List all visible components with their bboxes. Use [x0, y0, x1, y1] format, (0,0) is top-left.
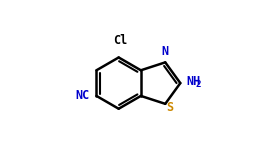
Text: NH: NH [186, 75, 201, 88]
Text: 2: 2 [196, 80, 201, 89]
Text: N: N [161, 45, 168, 58]
Text: S: S [167, 101, 174, 114]
Text: NC: NC [76, 89, 90, 102]
Text: Cl: Cl [113, 34, 128, 47]
